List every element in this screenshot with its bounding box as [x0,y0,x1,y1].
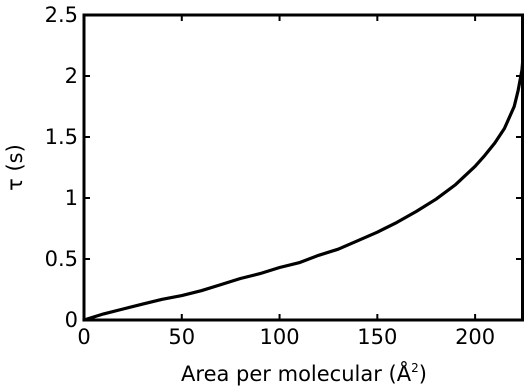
y-tick-label: 1 [65,186,78,210]
y-tick-label: 0 [65,308,78,332]
y-tick-label: 0.5 [45,247,78,271]
x-tick-label: 100 [260,325,300,349]
x-tick-label: 50 [168,325,195,349]
y-tick-label: 2.5 [45,3,78,27]
plot-frame [82,13,524,322]
x-tick-label: 150 [357,325,397,349]
y-tick-label: 1.5 [45,125,78,149]
x-axis-label: Area per molecular (Å2) [181,360,427,386]
x-tick-label: 200 [455,325,495,349]
axis-ticks: 0 50 100 150 200 0 0.5 1 1.5 2 2.5 [45,3,522,349]
y-axis-label: τ (s) [3,144,27,191]
plot-area [82,13,524,322]
y-tick-label: 2 [65,64,78,88]
x-tick-label: 0 [77,325,90,349]
series-line-0 [82,43,524,322]
